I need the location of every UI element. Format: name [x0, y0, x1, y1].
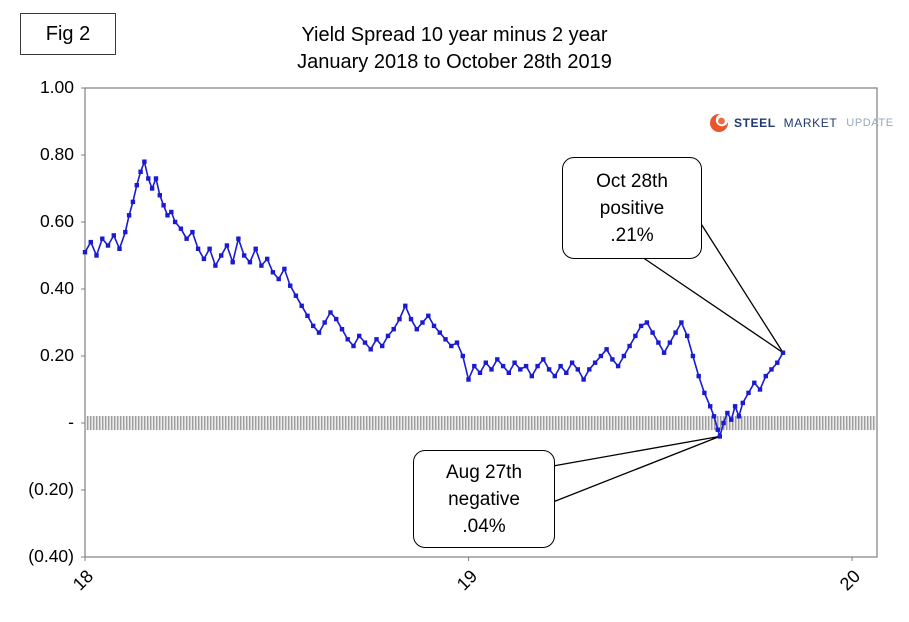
- logo-word-update: UPDATE: [846, 117, 894, 129]
- plot-border: [84, 87, 878, 558]
- callout-aug-27: Aug 27th negative .04%: [413, 450, 555, 548]
- callout-oct-28: Oct 28th positive .21%: [562, 157, 702, 259]
- logo-word-market: MARKET: [783, 116, 838, 130]
- logo-word-steel: STEEL: [734, 116, 776, 130]
- smu-logo-icon: [709, 113, 729, 133]
- steel-market-update-logo: STEEL MARKET UPDATE: [709, 113, 894, 133]
- callout-aug-line2: negative: [448, 488, 520, 510]
- chart-title-line1: Yield Spread 10 year minus 2 year: [301, 24, 608, 46]
- callout-oct-line3: .21%: [610, 224, 654, 246]
- callout-aug-line1: Aug 27th: [445, 461, 523, 483]
- figure-label: Fig 2: [45, 22, 91, 45]
- chart-title: Yield Spread 10 year minus 2 year Januar…: [0, 22, 909, 76]
- callout-aug-line3: .04%: [462, 515, 506, 537]
- spread-line: [84, 158, 784, 440]
- figure-label-box: Fig 2: [20, 13, 116, 55]
- chart-title-line2: January 2018 to October 28th 2019: [297, 51, 612, 73]
- zero-line-band: [86, 416, 876, 430]
- callout-oct-line1: Oct 28th: [596, 170, 668, 192]
- callout-tail: [552, 435, 721, 503]
- spread-markers: [82, 159, 786, 439]
- callout-oct-line2: positive: [599, 197, 665, 219]
